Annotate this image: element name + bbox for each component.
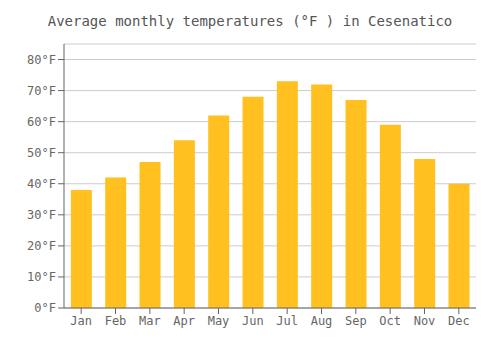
svg-text:Jan: Jan (70, 314, 92, 328)
svg-text:60°F: 60°F (27, 115, 56, 129)
svg-text:10°F: 10°F (27, 270, 56, 284)
svg-text:Nov: Nov (414, 314, 436, 328)
svg-text:20°F: 20°F (27, 239, 56, 253)
html-text:Average monthly temperatures (: Average monthly temperatures (°F ) in Ce… (47, 13, 453, 29)
svg-text:40°F: 40°F (27, 177, 56, 191)
svg-text:80°F: 80°F (27, 53, 56, 67)
svg-text:Dec: Dec (448, 314, 470, 328)
svg-text:Mar: Mar (139, 314, 161, 328)
svg-text:Apr: Apr (173, 314, 195, 328)
svg-text:Sep: Sep (345, 314, 367, 328)
svg-text:70°F: 70°F (27, 84, 56, 98)
svg-text:50°F: 50°F (27, 146, 56, 160)
svg-text:30°F: 30°F (27, 208, 56, 222)
svg-text:Feb: Feb (105, 314, 127, 328)
svg-text:May: May (208, 314, 230, 328)
svg-text:Jun: Jun (242, 314, 264, 328)
svg-text:0°F: 0°F (34, 301, 56, 315)
svg-text:Jul: Jul (276, 314, 298, 328)
svg-text:Oct: Oct (379, 314, 401, 328)
svg-text:Aug: Aug (311, 314, 333, 328)
